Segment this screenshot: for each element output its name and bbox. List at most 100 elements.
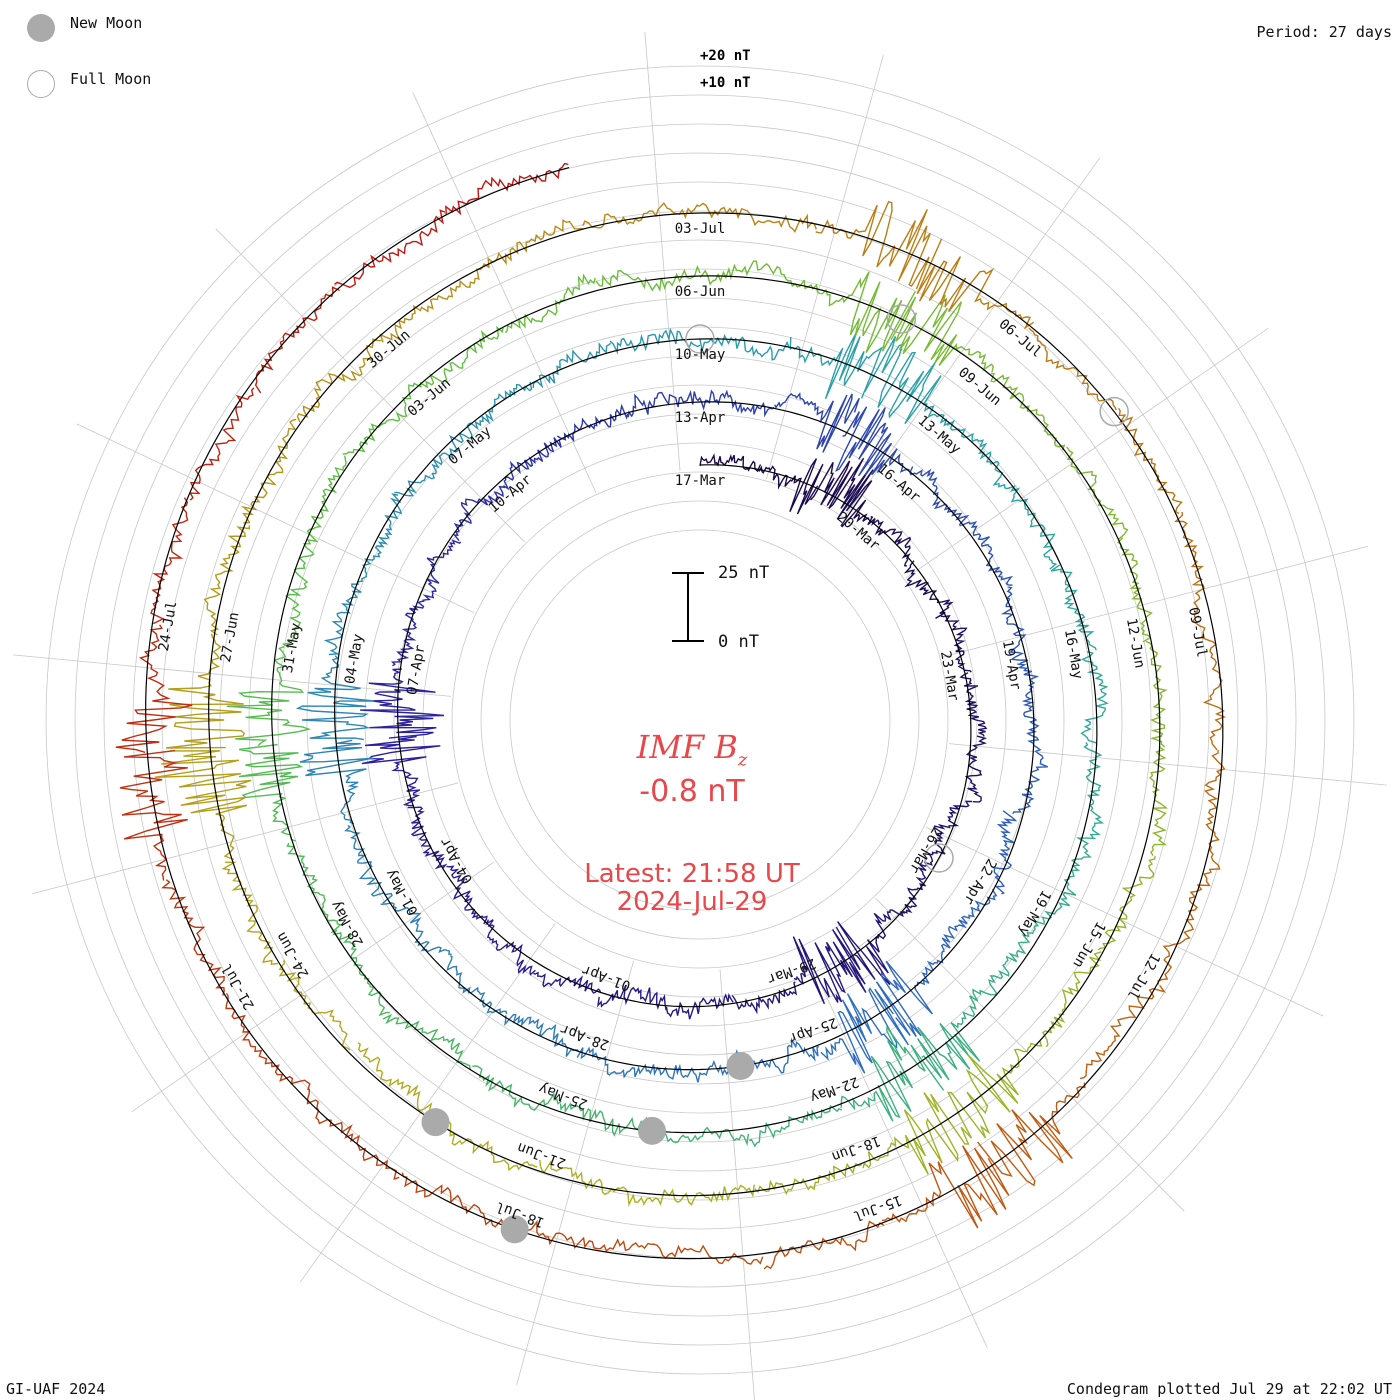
date-label: 12-Jul [1124,950,1163,1002]
bz-trace-segment [1080,651,1109,744]
bz-trace-segment [472,1065,562,1111]
bz-trace-segment [789,330,883,400]
bz-trace-segment [1012,739,1048,815]
credit-label: GI-UAF 2024 [6,1380,106,1398]
bz-trace-segment [916,238,1035,330]
bz-trace-segment [459,381,533,439]
parameter-name: IMF Bz [492,728,892,770]
grid-spoke [803,947,988,1348]
grid-spoke [412,92,597,493]
bz-trace-segment [332,929,390,1017]
bz-trace-segment [582,202,701,229]
bz-trace-segment [961,520,1014,586]
zero-reference-line [145,167,1224,1260]
bz-trace-segment [959,672,988,737]
bz-trace-segment [862,1092,973,1175]
bz-trace-segment [1145,640,1168,748]
bz-trace-segment [453,485,506,542]
date-label: 13-Apr [675,410,726,426]
bz-trace-segment [476,219,584,281]
bz-trace-segment [609,327,701,355]
grid-circle [335,355,1065,1085]
grid-spoke [766,54,884,480]
bz-trace-segment [119,749,188,881]
date-label: 09-Jul [1185,606,1210,659]
grid-spoke [941,545,1368,658]
date-label: 03-Jul [675,221,726,237]
bz-trace-segment [940,615,972,673]
bz-trace-segment [815,200,931,290]
full-moon-marker [1099,396,1129,427]
grid-circle [451,471,949,969]
bz-trace-segment [382,1013,471,1070]
grid-circle [190,210,1210,1230]
bz-trace-segment [931,800,973,855]
bz-trace-segment [295,655,375,741]
date-label: 17-Mar [675,473,726,489]
full-moon-marker [685,324,715,354]
grid-circle [74,94,1326,1346]
bz-trace-segment [940,888,998,951]
new-moon-icon [27,14,55,42]
bz-trace-segment [1174,511,1206,632]
date-label: 16-Apr [874,461,923,506]
scale-bar [672,572,704,642]
bz-trace-segment [1118,407,1183,515]
bz-trace-segment [902,853,934,914]
bz-trace-segment [203,525,251,636]
bz-trace-segment [557,403,629,443]
bz-trace-segment [532,342,612,389]
date-label: 13-May [915,413,964,458]
date-label: 27-Jun [218,611,243,664]
bz-trace-segment [323,575,368,656]
date-label: 03-Jun [405,375,454,420]
bz-trace-segment [401,1172,516,1231]
new-moon-marker [421,1108,450,1137]
date-label: 04-May [342,633,367,686]
bz-trace-segment [754,1162,863,1195]
bz-trace-segment [166,633,246,749]
bz-trace-segment [1157,872,1211,985]
bz-trace-segment [515,1219,640,1252]
grid-spoke [13,654,452,697]
bz-trace-segment [792,926,867,1005]
date-label: 30-Jun [364,327,413,372]
bz-trace-segment [803,271,916,353]
grid-spoke [719,969,755,1400]
bz-trace-segment [1050,564,1097,651]
bz-trace-segment [699,389,775,418]
bz-trace-segment [281,553,315,649]
bz-trace-segment [840,1025,945,1122]
grid-spoke [32,782,459,895]
bz-trace-segment [115,624,193,753]
bz-trace-segment [1009,485,1058,570]
bz-trace-segment [503,437,562,491]
new-moon-marker [726,1051,755,1080]
bz-trace-segment [977,1082,1086,1187]
full-moon-marker [924,843,954,873]
date-label: 31-May [280,622,305,675]
bz-trace-segment [225,992,311,1091]
date-label: 21-Jul [219,961,258,1013]
bz-trace-segment [334,209,446,289]
bz-trace-segment [658,1049,741,1083]
bz-spiral-trace [115,162,1227,1270]
grid-spoke [948,743,1387,786]
bz-trace-segment [226,646,312,747]
ref-label-plus20: +20 nT [700,48,751,64]
bz-trace-segment [834,406,910,477]
bz-trace-segment [638,1242,764,1265]
latest-date: 2024-Jul-29 [616,887,768,917]
moon-phase-markers [421,304,1129,1244]
bz-trace-segment [946,1040,1043,1139]
bz-trace-segment [379,277,479,343]
bz-trace-segment [1041,837,1096,920]
date-label: 10-May [675,347,726,363]
bz-trace-segment [964,735,988,803]
parameter-name-text: IMF B [636,728,738,766]
date-label: 19-Apr [999,639,1024,692]
bz-trace-segment [306,1088,400,1181]
bz-trace-segment [419,325,504,389]
bz-trace-segment [189,387,255,501]
full-moon-marker [886,304,917,334]
